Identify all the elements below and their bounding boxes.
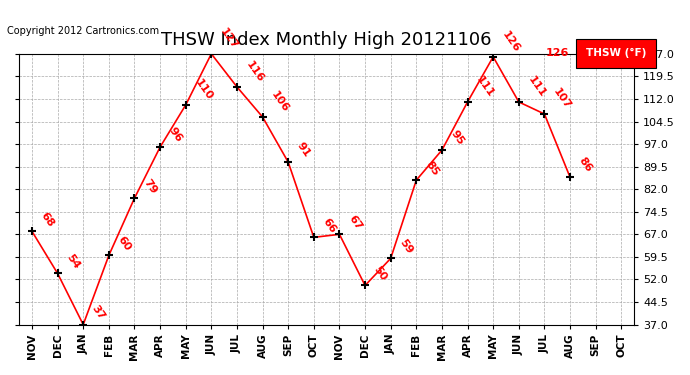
- Text: 86: 86: [577, 156, 594, 174]
- Title: THSW Index Monthly High 20121106: THSW Index Monthly High 20121106: [161, 32, 492, 50]
- Text: THSW (°F): THSW (°F): [586, 48, 646, 58]
- Text: 50: 50: [372, 264, 389, 283]
- Text: 67: 67: [346, 213, 364, 231]
- Text: 59: 59: [397, 237, 415, 256]
- Text: 107: 107: [551, 87, 573, 111]
- Text: 126: 126: [546, 48, 569, 58]
- Text: 106: 106: [270, 89, 291, 114]
- Text: 126: 126: [500, 29, 522, 54]
- Text: 95: 95: [449, 129, 466, 147]
- Text: 91: 91: [295, 141, 313, 159]
- Text: 37: 37: [90, 303, 107, 322]
- Text: 96: 96: [167, 126, 184, 144]
- Text: 110: 110: [193, 78, 214, 102]
- Text: 85: 85: [423, 159, 440, 177]
- Text: 111: 111: [526, 74, 547, 99]
- Text: 79: 79: [141, 177, 159, 195]
- Text: 60: 60: [116, 234, 133, 253]
- Text: 111: 111: [475, 74, 496, 99]
- Text: Copyright 2012 Cartronics.com: Copyright 2012 Cartronics.com: [7, 26, 159, 36]
- Text: 127: 127: [218, 26, 240, 51]
- Text: 66: 66: [321, 216, 338, 235]
- Text: 68: 68: [39, 210, 56, 228]
- Text: 116: 116: [244, 59, 266, 84]
- Text: 54: 54: [65, 252, 81, 271]
